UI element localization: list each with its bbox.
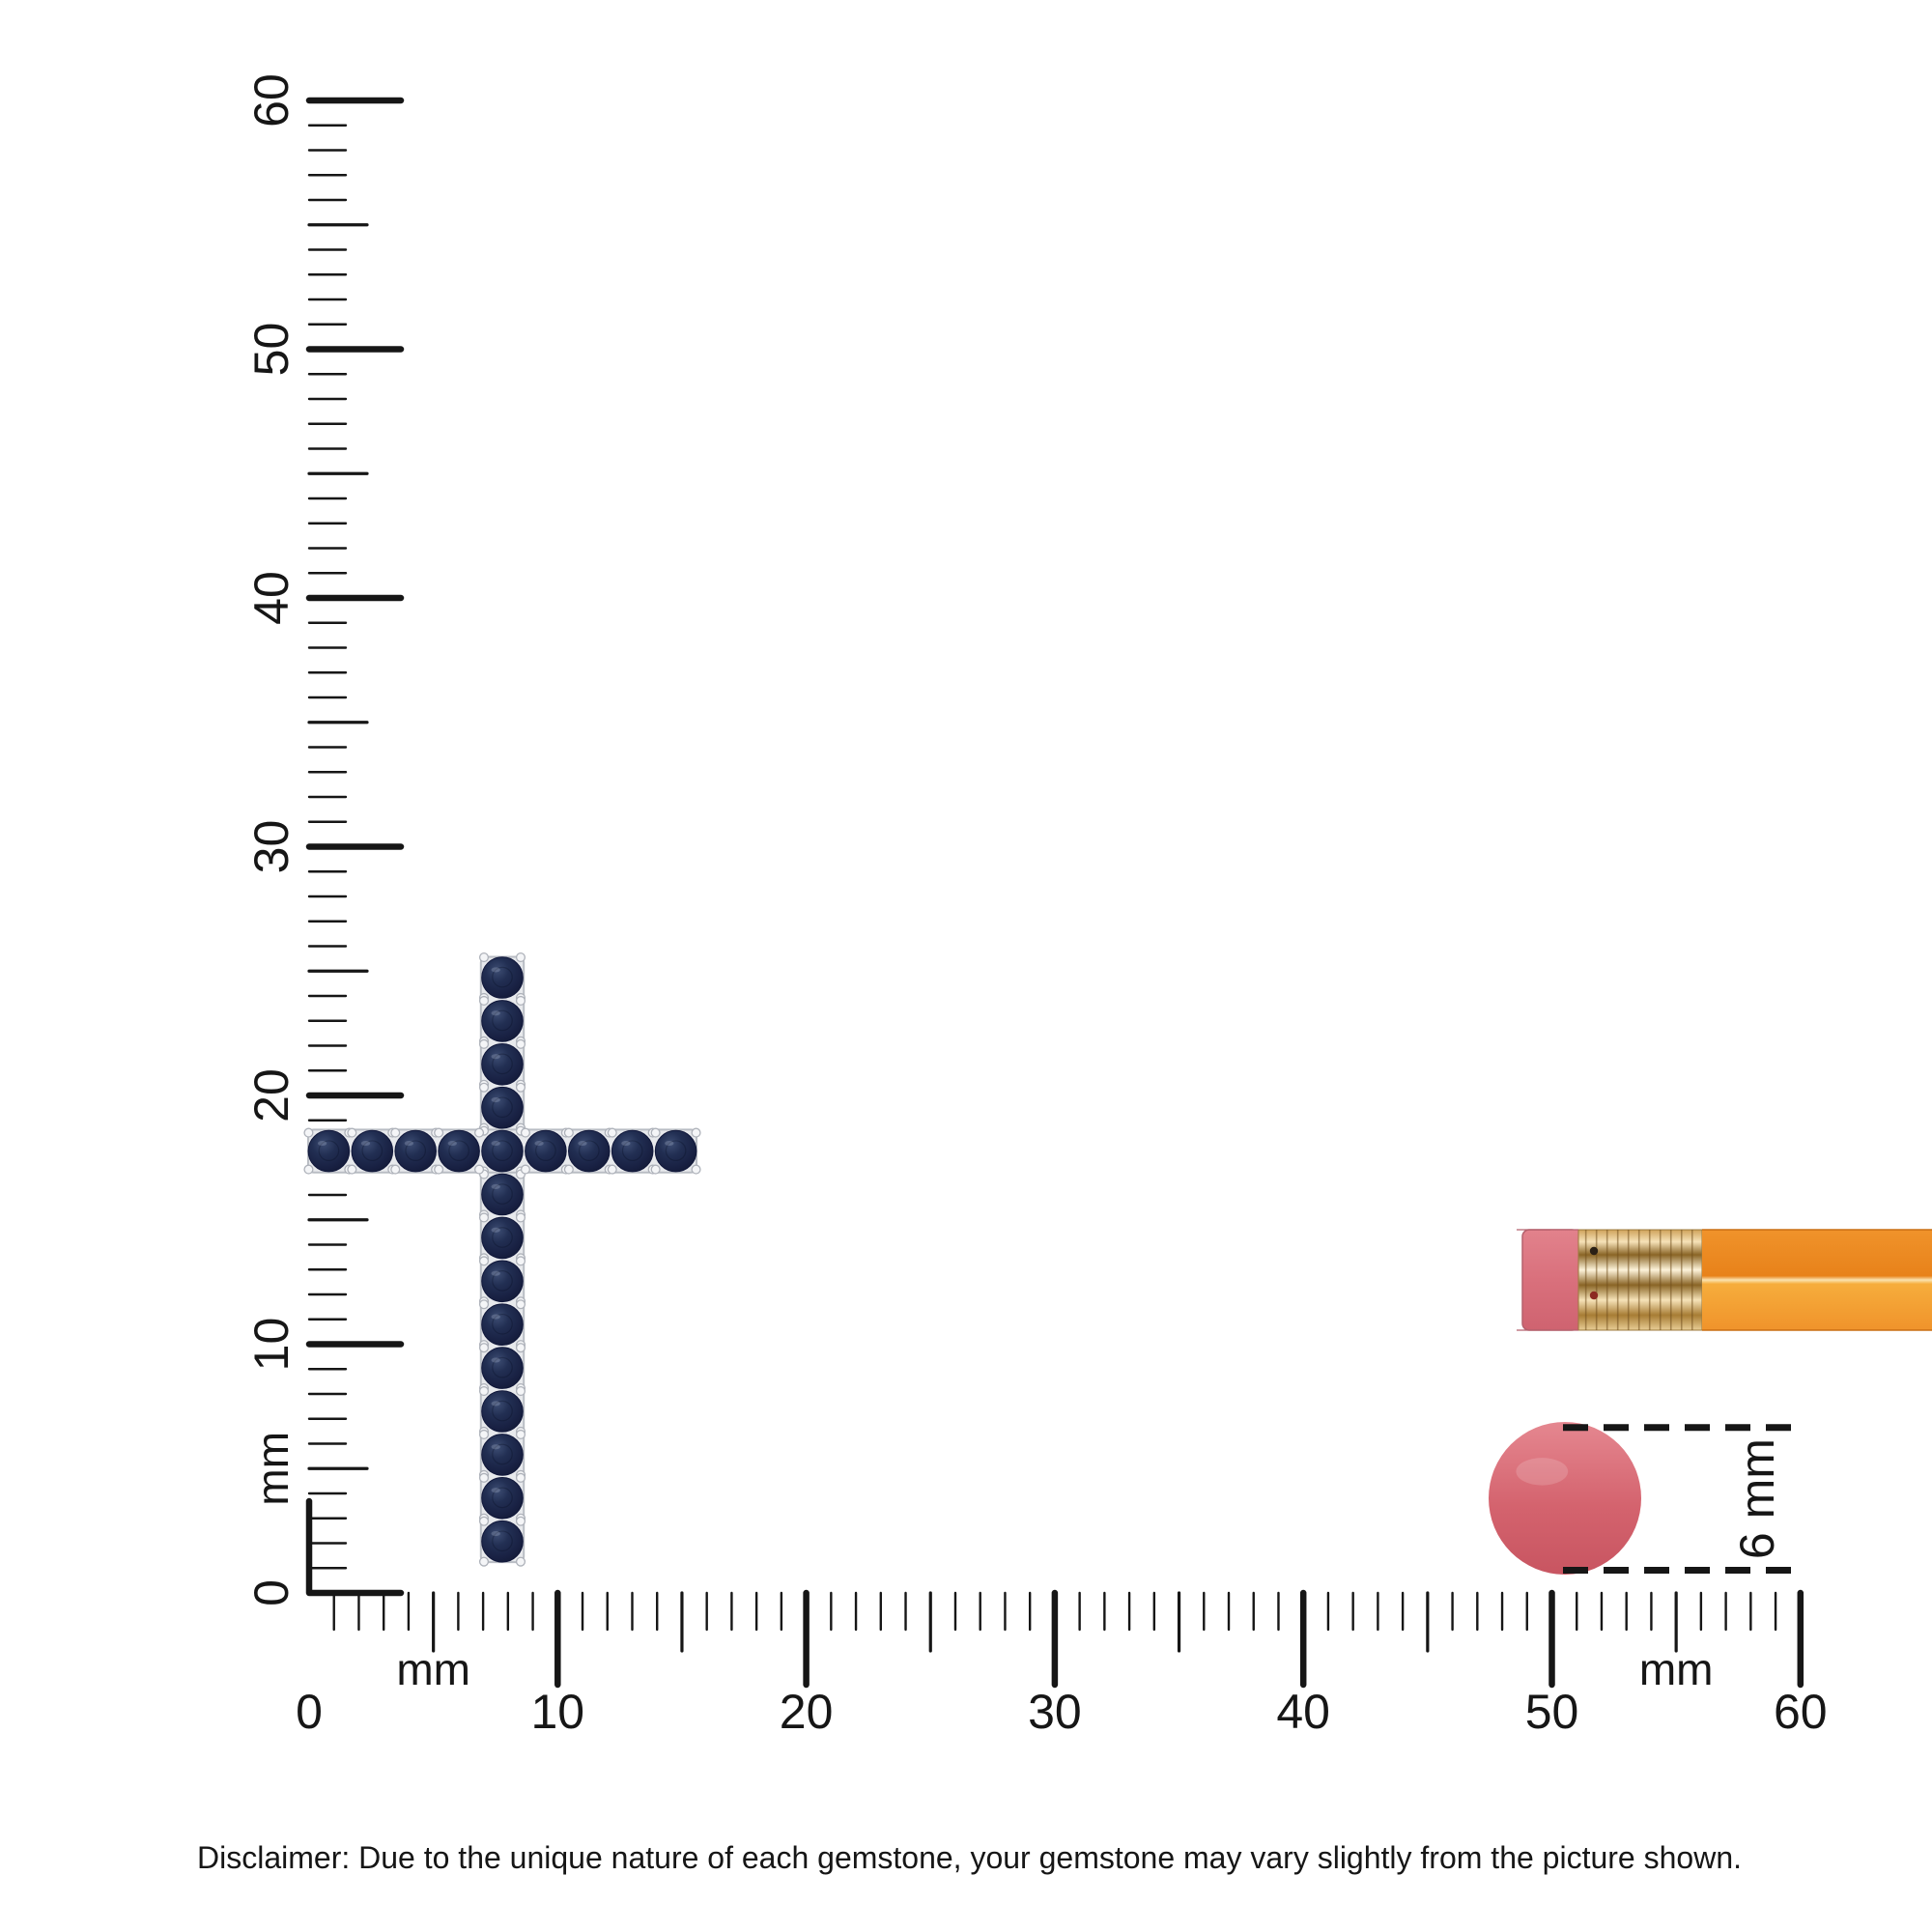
svg-text:mm: mm [1639, 1644, 1714, 1694]
svg-text:10: 10 [244, 1318, 298, 1372]
svg-text:mm: mm [396, 1644, 470, 1694]
svg-text:10: 10 [530, 1685, 584, 1739]
svg-text:40: 40 [1276, 1685, 1330, 1739]
svg-text:30: 30 [244, 820, 298, 874]
svg-text:60: 60 [244, 73, 298, 128]
svg-text:0: 0 [244, 1579, 298, 1606]
svg-text:60: 60 [1774, 1685, 1828, 1739]
svg-text:40: 40 [244, 571, 298, 625]
svg-text:mm: mm [247, 1432, 298, 1506]
svg-text:Disclaimer: Due to the unique: Disclaimer: Due to the unique nature of … [197, 1840, 1742, 1875]
svg-text:6 mm: 6 mm [1730, 1438, 1784, 1559]
svg-text:20: 20 [244, 1068, 298, 1122]
svg-text:30: 30 [1028, 1685, 1082, 1739]
svg-text:50: 50 [244, 323, 298, 377]
svg-text:50: 50 [1525, 1685, 1579, 1739]
svg-text:0: 0 [296, 1685, 323, 1739]
svg-text:20: 20 [780, 1685, 834, 1739]
